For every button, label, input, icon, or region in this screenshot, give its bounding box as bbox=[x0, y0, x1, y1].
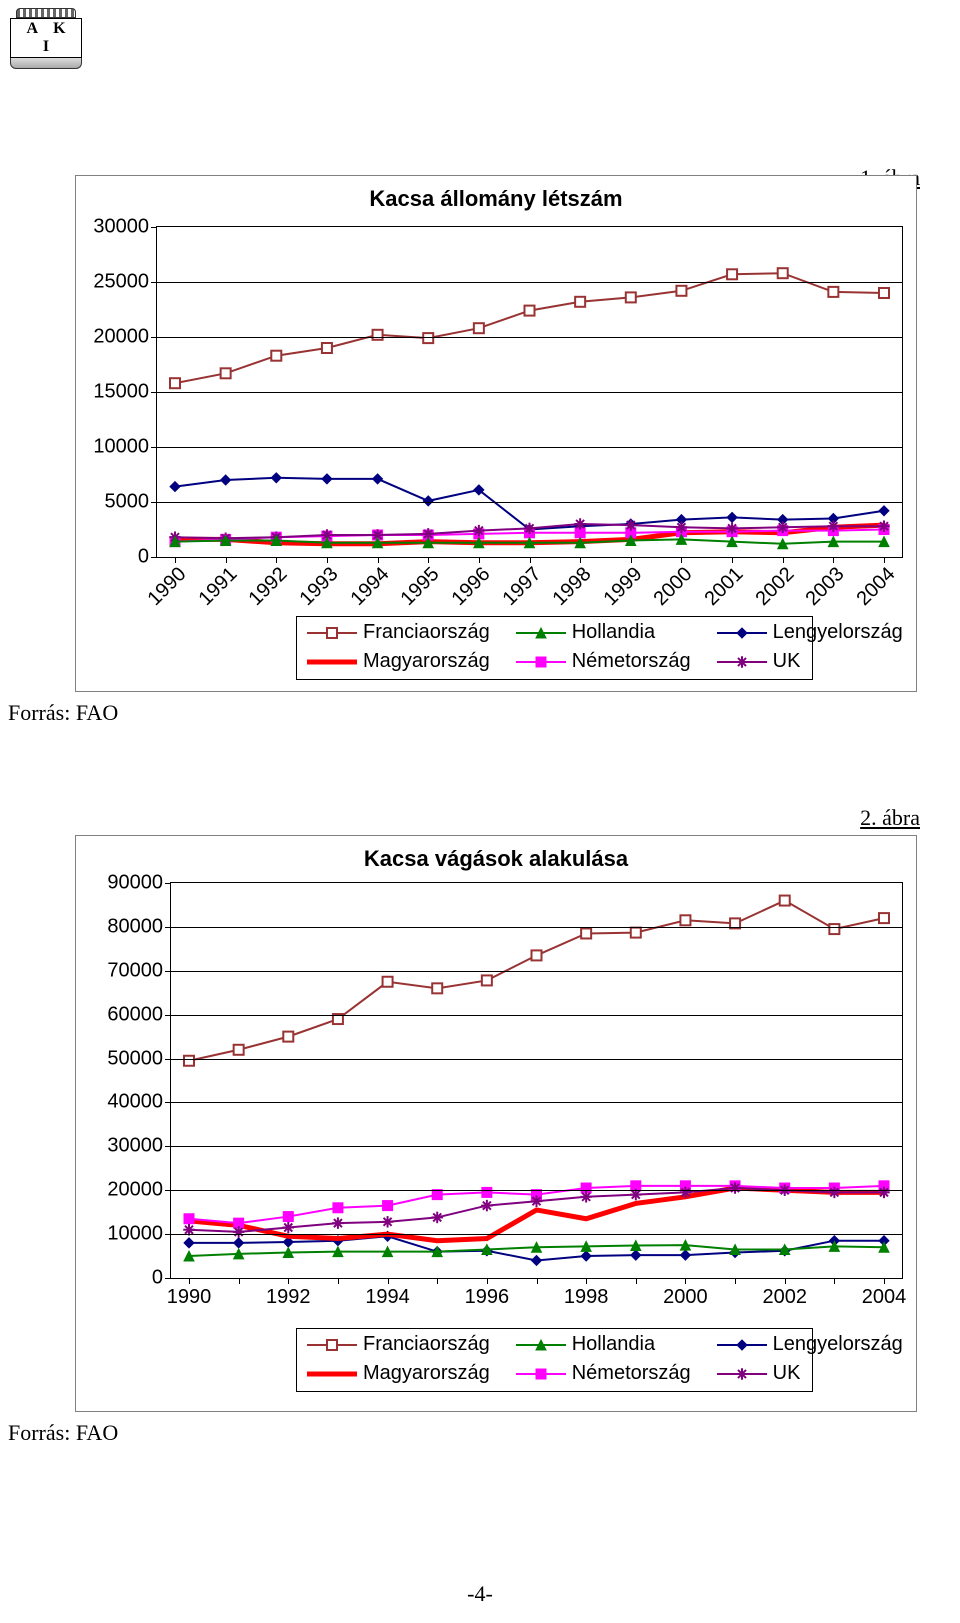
ytick-mark bbox=[165, 1190, 171, 1191]
legend-item-france: Franciaország bbox=[307, 1333, 490, 1356]
chart-1-box: Kacsa állomány létszám 1000 db bbox=[75, 175, 917, 692]
legend-swatch-hungary bbox=[307, 1365, 357, 1383]
legend-label-france: Franciaország bbox=[363, 1333, 490, 1356]
gridline bbox=[157, 282, 902, 283]
legend-label-holland: Hollandia bbox=[572, 621, 655, 644]
legend-item-france: Franciaország bbox=[307, 621, 490, 644]
ytick-mark bbox=[151, 447, 157, 448]
ytick-label: 0 bbox=[152, 1267, 163, 1290]
ytick-label: 10000 bbox=[93, 436, 149, 459]
legend-swatch-germany bbox=[516, 653, 566, 671]
chart-2-plot: 0100002000030000400005000060000700008000… bbox=[170, 882, 903, 1279]
ytick-label: 30000 bbox=[107, 1135, 163, 1158]
ytick-label: 15000 bbox=[93, 381, 149, 404]
ytick-label: 10000 bbox=[107, 1223, 163, 1246]
gridline bbox=[171, 1234, 902, 1235]
legend-swatch-france bbox=[307, 624, 357, 642]
ytick-mark bbox=[151, 337, 157, 338]
legend-swatch-holland bbox=[516, 624, 566, 642]
ytick-mark bbox=[165, 1278, 171, 1279]
legend-item-germany: Németország bbox=[516, 650, 691, 673]
legend-label-poland: Lengyelország bbox=[773, 621, 903, 644]
chart-2-legend: FranciaországHollandiaLengyelországMagya… bbox=[296, 1328, 813, 1392]
legend-swatch-france bbox=[307, 1336, 357, 1354]
legend-label-uk: UK bbox=[773, 1362, 801, 1385]
gridline bbox=[171, 1146, 902, 1147]
ytick-mark bbox=[151, 557, 157, 558]
ytick-label: 20000 bbox=[107, 1179, 163, 1202]
ytick-mark bbox=[165, 971, 171, 972]
legend-swatch-holland bbox=[516, 1336, 566, 1354]
ytick-mark bbox=[165, 1015, 171, 1016]
figure-2-label: 2. ábra bbox=[860, 805, 920, 831]
chart-2-title: Kacsa vágások alakulása bbox=[76, 846, 916, 872]
ytick-mark bbox=[165, 1234, 171, 1235]
ytick-mark bbox=[165, 1102, 171, 1103]
legend-swatch-poland bbox=[717, 624, 767, 642]
legend-swatch-poland bbox=[717, 1336, 767, 1354]
legend-item-holland: Hollandia bbox=[516, 621, 691, 644]
legend-item-poland: Lengyelország bbox=[717, 621, 903, 644]
chart-1-title: Kacsa állomány létszám bbox=[76, 186, 916, 212]
legend-swatch-uk bbox=[717, 653, 767, 671]
gridline bbox=[171, 1059, 902, 1060]
gridline bbox=[157, 392, 902, 393]
chart-1-legend: FranciaországHollandiaLengyelországMagya… bbox=[296, 616, 813, 680]
legend-item-hungary: Magyarország bbox=[307, 1362, 490, 1385]
chart-1-plot: 0500010000150002000025000300001990199119… bbox=[156, 226, 903, 558]
page-number: -4- bbox=[0, 1581, 960, 1607]
ytick-label: 80000 bbox=[107, 915, 163, 938]
ytick-mark bbox=[165, 883, 171, 884]
gridline bbox=[171, 927, 902, 928]
ytick-label: 90000 bbox=[107, 872, 163, 895]
legend-swatch-germany bbox=[516, 1365, 566, 1383]
aki-logo-text: A K I bbox=[10, 18, 82, 58]
legend-item-poland: Lengyelország bbox=[717, 1333, 903, 1356]
legend-label-poland: Lengyelország bbox=[773, 1333, 903, 1356]
chart-2-source: Forrás: FAO bbox=[8, 1420, 118, 1446]
chart-2-svg bbox=[171, 883, 902, 1278]
legend-item-uk: UK bbox=[717, 650, 903, 673]
ytick-mark bbox=[165, 1059, 171, 1060]
legend-label-uk: UK bbox=[773, 650, 801, 673]
ytick-mark bbox=[151, 502, 157, 503]
ytick-mark bbox=[151, 227, 157, 228]
legend-item-uk: UK bbox=[717, 1362, 903, 1385]
legend-item-hungary: Magyarország bbox=[307, 650, 490, 673]
ytick-label: 60000 bbox=[107, 1003, 163, 1026]
ytick-mark bbox=[151, 392, 157, 393]
gridline bbox=[171, 1102, 902, 1103]
legend-label-germany: Németország bbox=[572, 1362, 691, 1385]
gridline bbox=[157, 502, 902, 503]
legend-label-holland: Hollandia bbox=[572, 1333, 655, 1356]
legend-item-germany: Németország bbox=[516, 1362, 691, 1385]
ytick-label: 5000 bbox=[105, 491, 150, 514]
chart-1-source: Forrás: FAO bbox=[8, 700, 118, 726]
ytick-mark bbox=[151, 282, 157, 283]
gridline bbox=[171, 1190, 902, 1191]
ytick-label: 50000 bbox=[107, 1047, 163, 1070]
gridline bbox=[157, 337, 902, 338]
legend-label-france: Franciaország bbox=[363, 621, 490, 644]
ytick-label: 30000 bbox=[93, 216, 149, 239]
gridline bbox=[157, 447, 902, 448]
legend-label-germany: Németország bbox=[572, 650, 691, 673]
legend-swatch-hungary bbox=[307, 653, 357, 671]
legend-item-holland: Hollandia bbox=[516, 1333, 691, 1356]
ytick-mark bbox=[165, 927, 171, 928]
aki-logo: A K I bbox=[10, 8, 82, 69]
legend-label-hungary: Magyarország bbox=[363, 1362, 490, 1385]
ytick-label: 20000 bbox=[93, 326, 149, 349]
ytick-mark bbox=[165, 1146, 171, 1147]
legend-swatch-uk bbox=[717, 1365, 767, 1383]
legend-label-hungary: Magyarország bbox=[363, 650, 490, 673]
gridline bbox=[171, 1015, 902, 1016]
ytick-label: 0 bbox=[138, 546, 149, 569]
ytick-label: 25000 bbox=[93, 271, 149, 294]
gridline bbox=[171, 971, 902, 972]
ytick-label: 70000 bbox=[107, 959, 163, 982]
page: A K I 1. ábra Kacsa állomány létszám 100… bbox=[0, 0, 960, 1623]
chart-2-box: Kacsa vágások alakulása 1000 db bbox=[75, 835, 917, 1412]
ytick-label: 40000 bbox=[107, 1091, 163, 1114]
